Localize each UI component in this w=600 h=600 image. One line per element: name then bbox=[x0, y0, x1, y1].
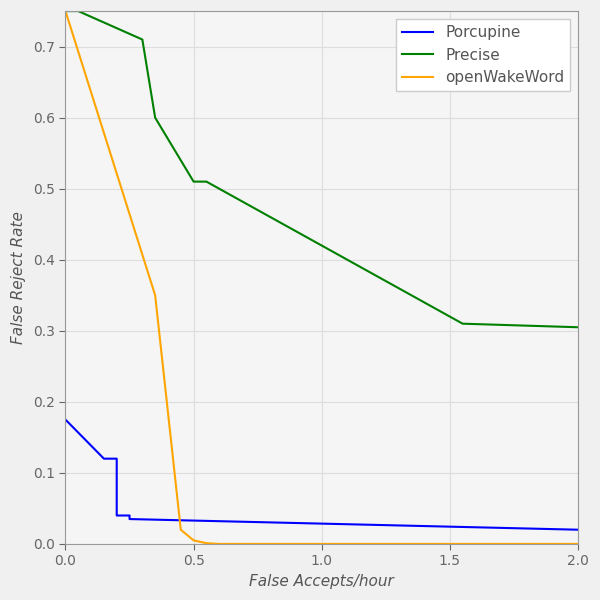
Line: Precise: Precise bbox=[65, 11, 578, 327]
Porcupine bbox=[126, 512, 133, 519]
Precise bbox=[62, 8, 69, 15]
Line: Porcupine: Porcupine bbox=[65, 419, 578, 530]
openWakeWord bbox=[152, 292, 159, 299]
Precise bbox=[152, 114, 159, 121]
Line: openWakeWord: openWakeWord bbox=[65, 11, 578, 544]
openWakeWord bbox=[177, 526, 184, 533]
openWakeWord bbox=[574, 541, 581, 548]
X-axis label: False Accepts/hour: False Accepts/hour bbox=[250, 574, 394, 589]
openWakeWord bbox=[203, 539, 210, 547]
Precise bbox=[446, 313, 454, 320]
Y-axis label: False Reject Rate: False Reject Rate bbox=[11, 211, 26, 344]
Precise bbox=[203, 178, 210, 185]
Porcupine bbox=[100, 455, 107, 462]
openWakeWord bbox=[215, 541, 223, 548]
Porcupine bbox=[574, 526, 581, 533]
Precise bbox=[74, 8, 82, 15]
Precise bbox=[574, 323, 581, 331]
Precise bbox=[139, 36, 146, 43]
Legend: Porcupine, Precise, openWakeWord: Porcupine, Precise, openWakeWord bbox=[396, 19, 571, 91]
Precise bbox=[459, 320, 466, 327]
openWakeWord bbox=[190, 537, 197, 544]
Precise bbox=[190, 178, 197, 185]
Precise bbox=[318, 242, 325, 249]
Porcupine bbox=[113, 455, 121, 462]
openWakeWord bbox=[62, 8, 69, 15]
Porcupine bbox=[62, 416, 69, 423]
Porcupine bbox=[113, 512, 121, 519]
Porcupine bbox=[126, 515, 133, 523]
Precise bbox=[139, 36, 146, 43]
